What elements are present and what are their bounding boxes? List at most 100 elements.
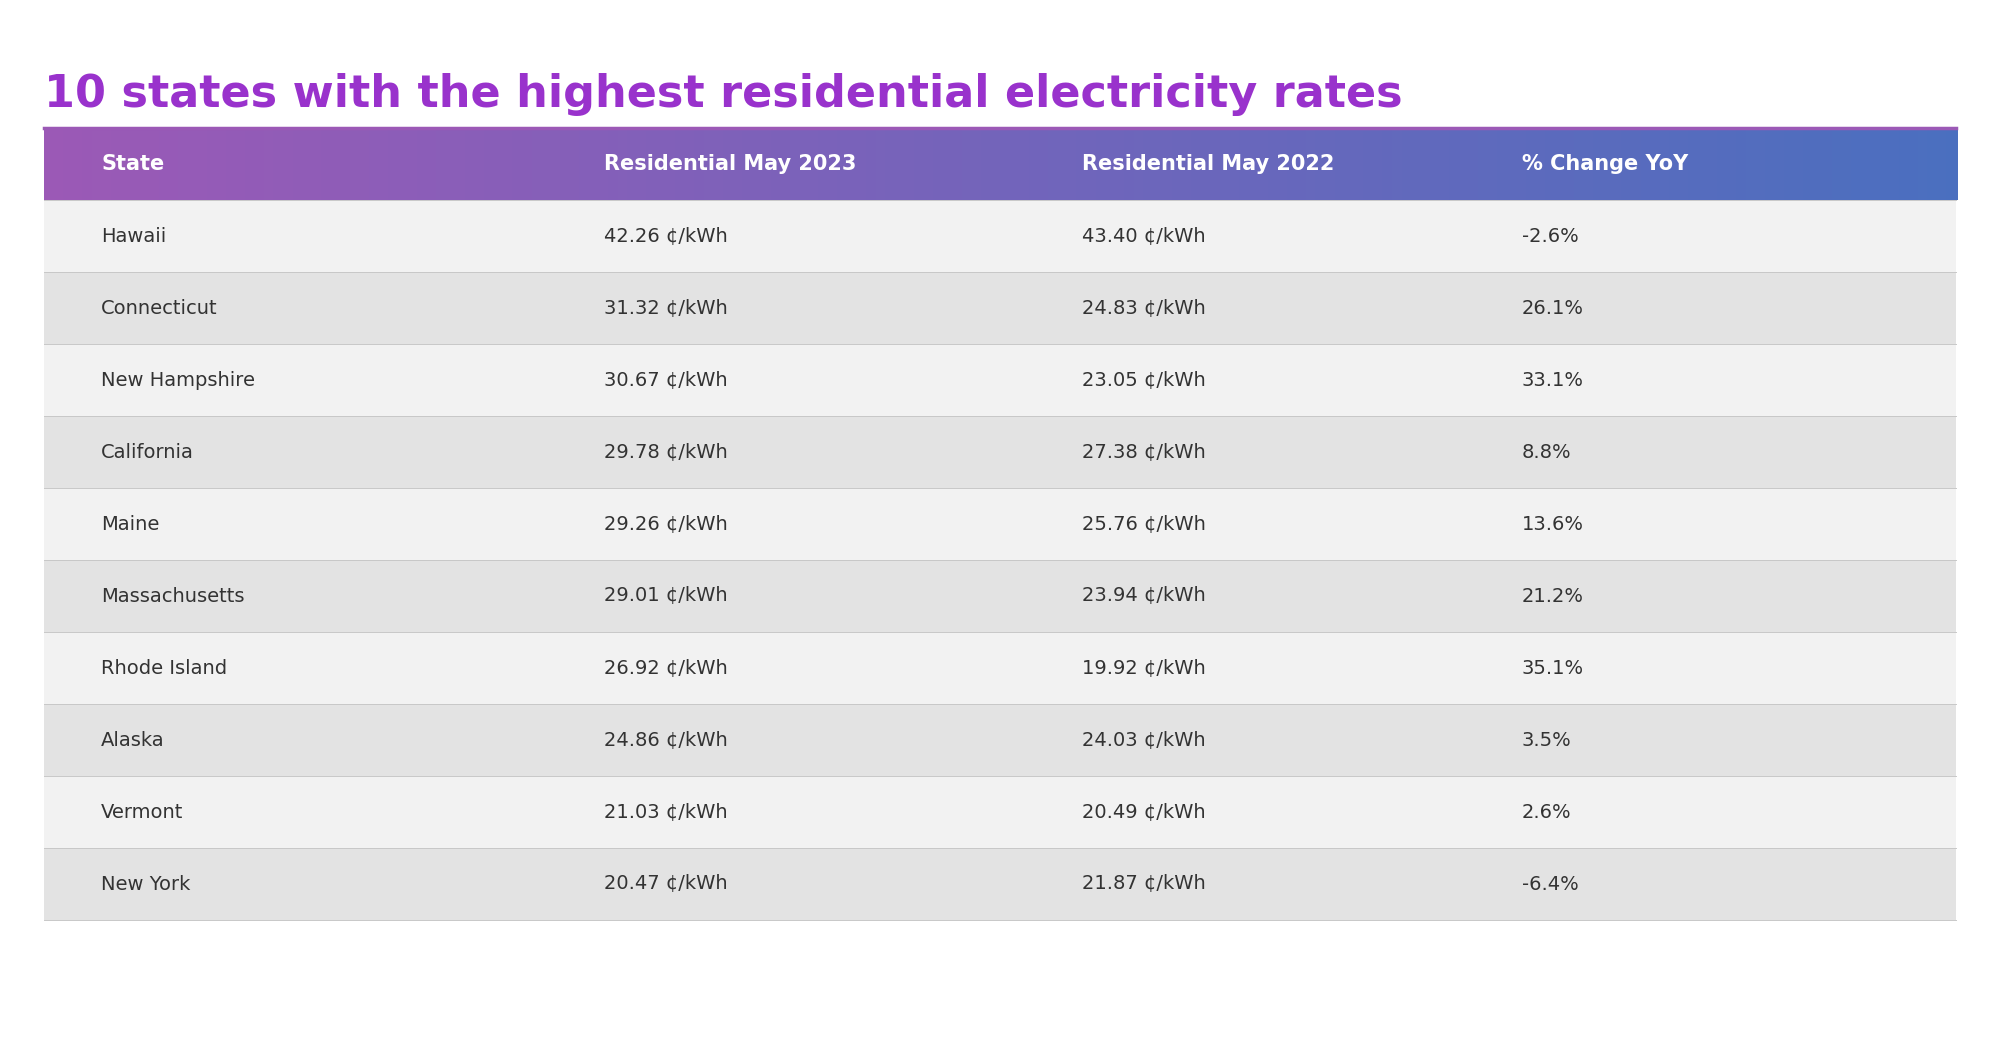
Bar <box>722 128 734 200</box>
Bar <box>512 128 524 200</box>
Bar <box>44 272 1956 344</box>
Bar <box>828 128 840 200</box>
Bar <box>656 128 668 200</box>
Bar <box>1488 128 1500 200</box>
Bar <box>1478 128 1490 200</box>
Bar <box>1106 128 1116 200</box>
Bar <box>1822 128 1834 200</box>
Bar <box>446 128 458 200</box>
Bar <box>1010 128 1022 200</box>
Bar <box>886 128 896 200</box>
Text: -6.4%: -6.4% <box>1522 874 1578 894</box>
Bar <box>952 128 964 200</box>
Text: 21.87 ¢/kWh: 21.87 ¢/kWh <box>1082 874 1206 894</box>
Bar <box>188 128 198 200</box>
Bar <box>560 128 572 200</box>
Bar <box>44 344 1956 416</box>
Bar <box>44 776 1956 848</box>
Bar <box>1412 128 1422 200</box>
Bar <box>44 416 1956 488</box>
Bar <box>44 128 56 200</box>
Bar <box>1688 128 1700 200</box>
Bar <box>1602 128 1614 200</box>
Bar <box>1544 128 1556 200</box>
Text: 29.78 ¢/kWh: 29.78 ¢/kWh <box>604 442 728 462</box>
Bar <box>1286 128 1298 200</box>
Bar <box>972 128 982 200</box>
Bar <box>608 128 620 200</box>
Bar <box>236 128 246 200</box>
Bar <box>502 128 514 200</box>
Text: 20.49 ¢/kWh: 20.49 ¢/kWh <box>1082 802 1206 821</box>
Text: 35.1%: 35.1% <box>1522 658 1584 678</box>
Bar <box>436 128 448 200</box>
Bar <box>838 128 850 200</box>
Bar <box>1832 128 1844 200</box>
Bar <box>1898 128 1910 200</box>
Bar <box>1458 128 1470 200</box>
Bar <box>1764 128 1776 200</box>
Bar <box>1028 128 1040 200</box>
Bar <box>598 128 610 200</box>
Bar <box>1526 128 1538 200</box>
Bar <box>1162 128 1174 200</box>
Bar <box>1182 128 1194 200</box>
Bar <box>1392 128 1404 200</box>
Text: 26.1%: 26.1% <box>1522 299 1584 318</box>
Bar <box>694 128 706 200</box>
Bar <box>550 128 562 200</box>
Bar <box>1038 128 1050 200</box>
Text: 29.01 ¢/kWh: 29.01 ¢/kWh <box>604 586 728 605</box>
Bar <box>1326 128 1336 200</box>
Bar <box>1842 128 1852 200</box>
Bar <box>808 128 820 200</box>
Bar <box>1220 128 1232 200</box>
Bar <box>44 632 1956 704</box>
Bar <box>1248 128 1260 200</box>
Bar <box>44 704 1956 776</box>
Bar <box>924 128 936 200</box>
Bar <box>1124 128 1136 200</box>
Bar <box>130 128 142 200</box>
Text: Rhode Island: Rhode Island <box>102 658 228 678</box>
Bar <box>1774 128 1786 200</box>
Bar <box>464 128 476 200</box>
Text: Residential May 2023: Residential May 2023 <box>604 154 856 174</box>
Bar <box>818 128 830 200</box>
Text: 31.32 ¢/kWh: 31.32 ¢/kWh <box>604 299 728 318</box>
Text: 24.83 ¢/kWh: 24.83 ¢/kWh <box>1082 299 1206 318</box>
Text: New Hampshire: New Hampshire <box>102 371 256 389</box>
Bar <box>1584 128 1594 200</box>
Text: 2.6%: 2.6% <box>1522 802 1572 821</box>
Text: 23.94 ¢/kWh: 23.94 ¢/kWh <box>1082 586 1206 605</box>
Bar <box>1096 128 1108 200</box>
Bar <box>752 128 762 200</box>
Bar <box>44 488 1956 559</box>
Bar <box>1804 128 1814 200</box>
Bar <box>1066 128 1078 200</box>
Text: 13.6%: 13.6% <box>1522 515 1584 534</box>
Bar <box>1784 128 1796 200</box>
Bar <box>742 128 754 200</box>
Bar <box>704 128 716 200</box>
Bar <box>674 128 686 200</box>
Bar <box>1564 128 1576 200</box>
Bar <box>302 128 314 200</box>
Bar <box>64 128 74 200</box>
Bar <box>1258 128 1270 200</box>
Bar <box>894 128 906 200</box>
Bar <box>570 128 582 200</box>
Bar <box>790 128 802 200</box>
Text: 25.76 ¢/kWh: 25.76 ¢/kWh <box>1082 515 1206 534</box>
Bar <box>216 128 228 200</box>
Bar <box>914 128 926 200</box>
Bar <box>72 128 84 200</box>
Text: 29.26 ¢/kWh: 29.26 ¢/kWh <box>604 515 728 534</box>
Bar <box>244 128 256 200</box>
Bar <box>1650 128 1662 200</box>
Bar <box>54 128 66 200</box>
Text: State: State <box>102 154 164 174</box>
Bar <box>408 128 418 200</box>
Bar <box>1268 128 1280 200</box>
Bar <box>800 128 810 200</box>
